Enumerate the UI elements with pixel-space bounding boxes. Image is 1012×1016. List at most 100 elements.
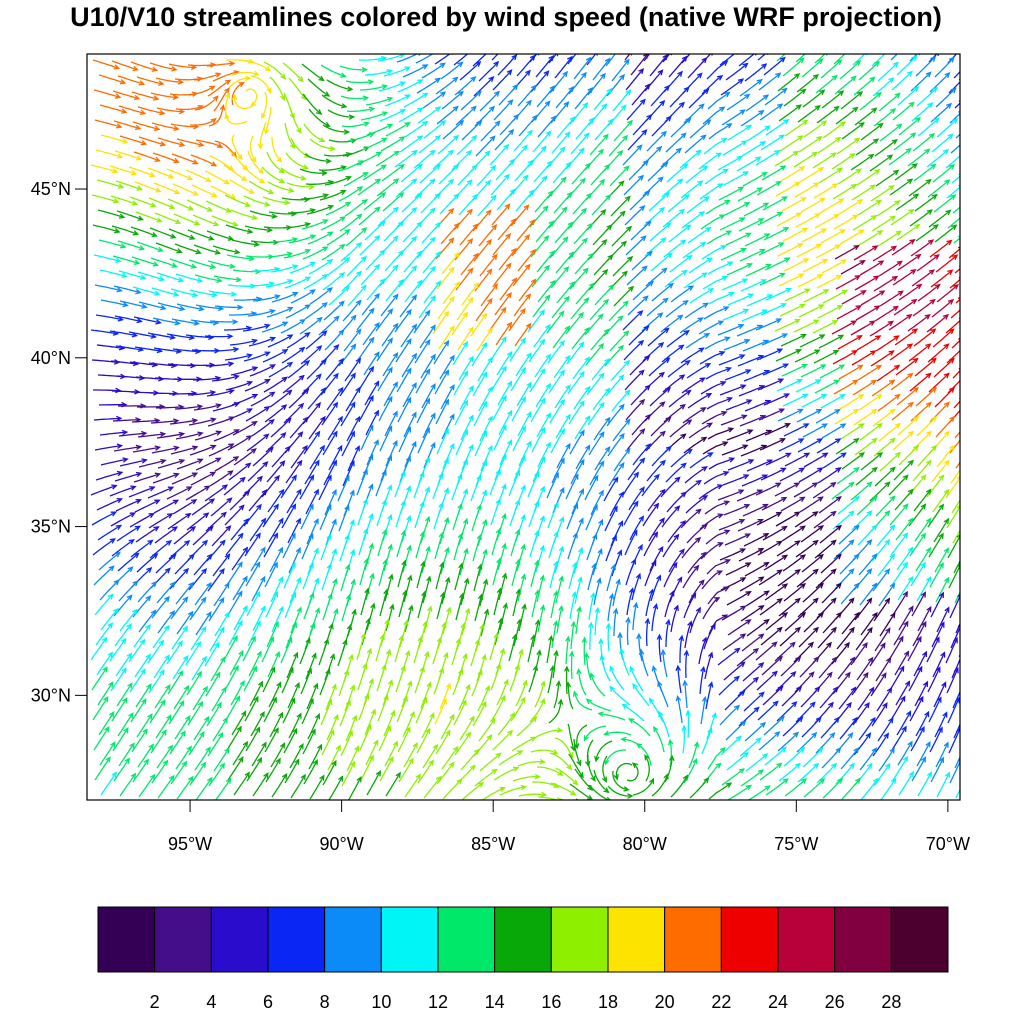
streamline [157, 459, 185, 469]
streamline-arrow [658, 342, 665, 348]
streamline [708, 782, 732, 800]
streamline [479, 91, 500, 112]
streamline-arrow [228, 60, 236, 67]
streamline-arrow [476, 533, 482, 541]
streamline [718, 354, 745, 366]
streamline [213, 583, 230, 607]
streamline [727, 784, 752, 800]
streamline-arrow [817, 58, 824, 65]
streamline-arrow [628, 587, 635, 594]
streamline-arrow [592, 533, 598, 540]
streamline [175, 582, 194, 605]
streamline-arrow [777, 378, 785, 384]
streamline [745, 753, 768, 772]
streamline [833, 214, 858, 230]
streamline [877, 717, 894, 742]
streamline-arrow [799, 525, 806, 532]
streamline [708, 614, 728, 635]
streamline [130, 226, 157, 237]
streamline [821, 583, 842, 604]
streamline [375, 470, 387, 497]
streamline-arrow [630, 558, 637, 565]
streamline [402, 64, 428, 78]
streamline-arrow [506, 350, 513, 358]
streamline [701, 411, 727, 425]
streamline [759, 438, 785, 451]
streamline-arrow [835, 438, 842, 444]
streamline-arrow [869, 320, 876, 326]
streamline-arrow [370, 708, 377, 715]
streamline [817, 467, 841, 484]
streamline [780, 334, 806, 347]
colorbar-box [267, 906, 326, 973]
streamline-arrow [335, 744, 341, 751]
streamline [592, 224, 612, 246]
streamline [567, 533, 578, 560]
streamline-arrow [238, 649, 244, 657]
streamline [171, 318, 199, 325]
streamline-arrow [673, 604, 679, 611]
streamline-arrow [918, 695, 924, 703]
streamline-arrow [120, 243, 127, 249]
streamline-arrow [454, 281, 461, 288]
streamline [92, 59, 119, 69]
streamline [214, 456, 239, 472]
streamline-arrow [208, 235, 215, 241]
streamline-arrow [830, 152, 837, 158]
streamline-arrow [798, 438, 805, 444]
streamline [531, 427, 546, 453]
streamline [547, 502, 559, 529]
streamline-arrow [582, 801, 587, 805]
streamline-arrow [375, 770, 381, 777]
streamline-arrow [739, 661, 746, 668]
streamline-arrow [815, 408, 823, 415]
streamline-arrow [304, 331, 311, 338]
streamline-arrow [236, 725, 242, 732]
streamline-arrow [381, 469, 387, 476]
streamline-arrow [128, 712, 134, 719]
streamline-arrow [495, 527, 502, 535]
streamline-arrow [920, 756, 927, 763]
streamline-arrow [457, 532, 463, 540]
streamline [726, 94, 750, 111]
streamline-arrow [800, 197, 807, 203]
streamline [535, 383, 551, 408]
streamline-arrow [263, 433, 270, 440]
streamline-arrow [720, 381, 727, 387]
streamline [246, 591, 261, 617]
streamline-arrow [814, 104, 821, 111]
streamline [404, 441, 417, 468]
streamline [282, 62, 304, 82]
streamline [632, 443, 651, 466]
streamline-arrow [598, 342, 605, 350]
streamline [300, 504, 314, 530]
streamline [148, 513, 173, 529]
streamline [774, 482, 800, 497]
streamline [413, 310, 431, 334]
streamline [97, 524, 122, 541]
streamline [632, 778, 654, 796]
streamline-arrow [160, 304, 167, 311]
streamline-arrow [913, 444, 920, 451]
streamline-arrow [316, 345, 323, 352]
colorbar-box [550, 906, 609, 973]
streamline [113, 285, 141, 294]
streamline-arrow [601, 103, 608, 110]
streamline [173, 526, 196, 545]
streamline-arrow [493, 90, 500, 97]
streamline [151, 287, 179, 296]
streamline-arrow [552, 749, 559, 755]
streamline [907, 148, 930, 167]
streamline [723, 339, 750, 351]
streamline-arrow [121, 429, 129, 436]
streamline [230, 209, 257, 219]
streamline-arrow [514, 528, 521, 536]
streamline-arrow [680, 462, 687, 469]
streamline-arrow [693, 564, 700, 571]
streamline-arrow [273, 503, 279, 510]
streamline-arrow [415, 773, 422, 780]
streamline [515, 680, 527, 707]
streamline [727, 459, 754, 471]
streamline-arrow [907, 575, 914, 583]
streamline-arrow [416, 163, 423, 170]
